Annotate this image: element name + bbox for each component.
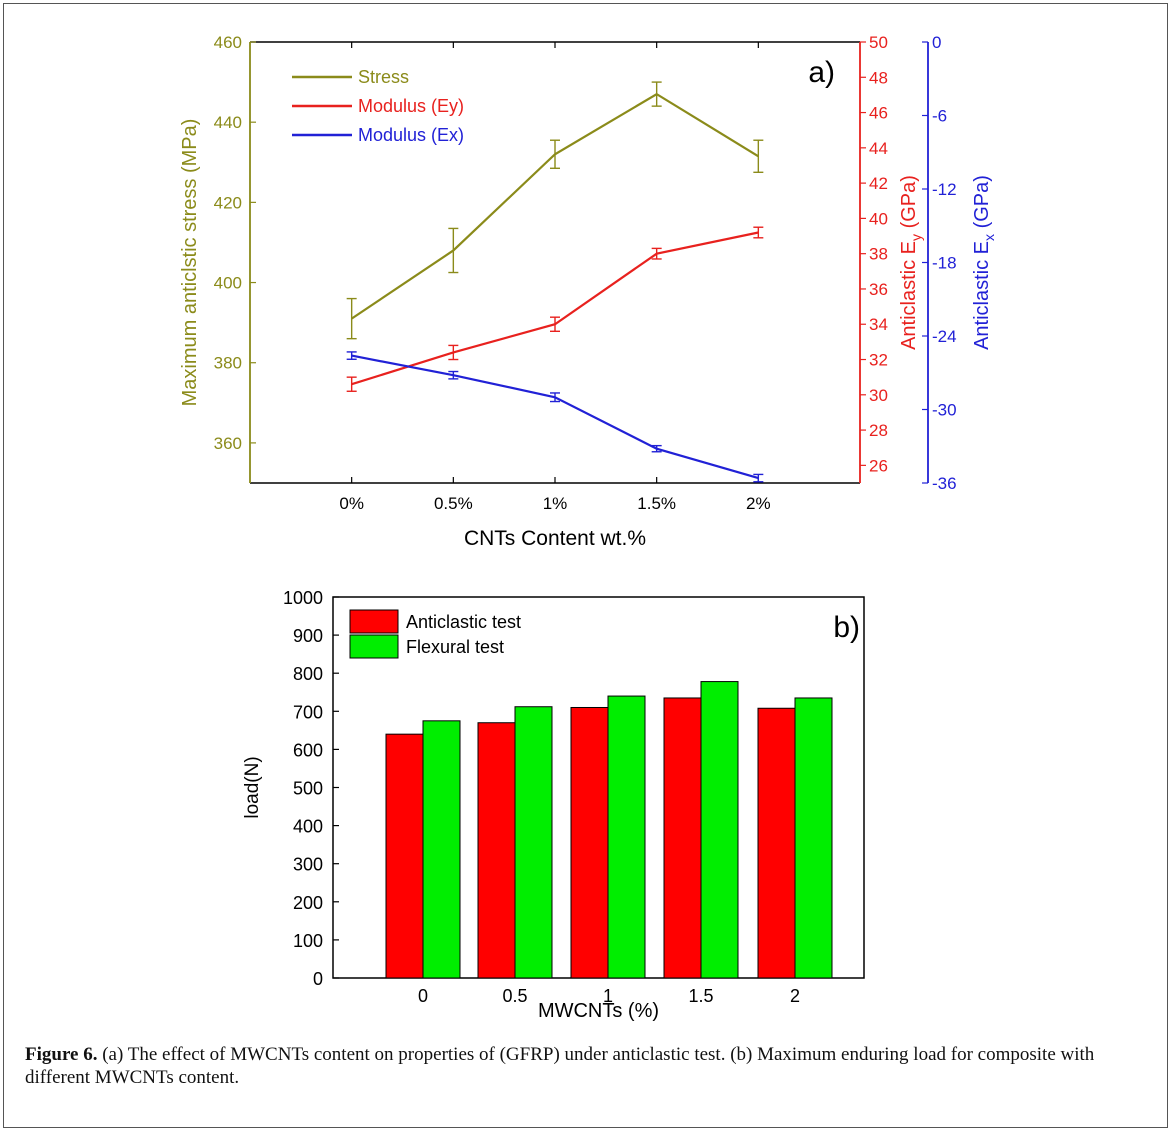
right-tick-label: 28	[869, 421, 888, 440]
legend-label: Modulus (Ex)	[358, 125, 464, 145]
right-tick-label: 42	[869, 174, 888, 193]
right-tick-label: 40	[869, 209, 888, 228]
x-tick-label: 2	[790, 986, 800, 1006]
y-tick-label: 600	[293, 740, 323, 760]
left-axis-title: Maximum anticlstic stress (MPa)	[179, 119, 201, 407]
x-tick-label: 1.5	[688, 986, 713, 1006]
left-tick-label: 440	[214, 113, 242, 132]
second-right-axis-title-sub: x	[981, 234, 997, 241]
bar	[700, 681, 739, 979]
x-tick-label: 2%	[746, 494, 771, 513]
y-tick-label: 1000	[283, 588, 323, 608]
bar	[385, 733, 424, 979]
chart-b: 0 100 200 300 400 500 600 700 800 900 1000 load(N) 0…	[242, 588, 865, 1022]
legend-label: Stress	[358, 67, 409, 87]
left-tick-label: 420	[214, 193, 242, 212]
second-right-tick-label: -6	[932, 107, 947, 126]
x-tick-label: 0.5	[502, 986, 527, 1006]
chart-a: 0% 0.5% 1% 1.5% 2%CNTs Content wt.%360380400…	[179, 33, 997, 550]
y-tick-label: 200	[293, 893, 323, 913]
second-right-tick-label: -24	[932, 327, 957, 346]
y-tick-label: 100	[293, 931, 323, 951]
series-line-1	[351, 231, 759, 386]
bar	[794, 697, 833, 979]
legend-label: Anticlastic test	[406, 612, 521, 632]
y-tick-label: 500	[293, 779, 323, 799]
x-tick-label: 1%	[543, 494, 568, 513]
right-tick-label: 36	[869, 280, 888, 299]
right-tick-label: 38	[869, 245, 888, 264]
bar	[663, 697, 702, 979]
x-tick-label: 1	[603, 986, 613, 1006]
bar	[607, 695, 646, 979]
right-tick-label: 50	[869, 33, 888, 52]
second-right-tick-label: 0	[932, 33, 941, 52]
right-axis-title-tail: (GPa)	[898, 175, 920, 234]
bar	[422, 720, 461, 979]
series-line-2	[351, 354, 759, 480]
figure-frame	[3, 3, 1168, 1128]
right-tick-label: 30	[869, 386, 888, 405]
legend-swatch	[349, 634, 399, 659]
bar	[477, 722, 516, 979]
panel-label: a)	[808, 56, 835, 89]
second-right-tick-label: -12	[932, 180, 957, 199]
right-tick-label: 34	[869, 315, 888, 334]
left-tick-label: 460	[214, 33, 242, 52]
x-tick-label: 1.5%	[637, 494, 676, 513]
second-right-axis-title-main: Anticlastic E	[971, 241, 993, 350]
figure-caption: Figure 6. (a) The effect of MWCNTs conte…	[25, 1043, 1145, 1089]
second-right-tick-label: -18	[932, 254, 957, 273]
left-tick-label: 360	[214, 434, 242, 453]
bar	[570, 706, 609, 979]
y-tick-label: 300	[293, 855, 323, 875]
left-tick-label: 400	[214, 274, 242, 293]
second-right-tick-label: -30	[932, 401, 957, 420]
figure-caption-text: (a) The effect of MWCNTs content on prop…	[25, 1044, 1095, 1088]
x-tick-label: 0.5%	[434, 494, 473, 513]
y-tick-label: 400	[293, 817, 323, 837]
second-right-axis-title-tail: (GPa)	[971, 175, 993, 234]
right-tick-label: 26	[869, 456, 888, 475]
y-tick-label: 0	[313, 969, 323, 989]
right-axis-title-sub: y	[908, 234, 924, 241]
figure-label: Figure 6.	[25, 1044, 98, 1065]
y-tick-label: 900	[293, 626, 323, 646]
x-axis-title: MWCNTs (%)	[538, 1000, 659, 1022]
y-tick-label: 800	[293, 664, 323, 684]
panel-label: b)	[833, 611, 860, 644]
y-tick-label: 700	[293, 702, 323, 722]
legend-swatch	[349, 609, 399, 634]
right-tick-label: 44	[869, 139, 888, 158]
legend-label: Flexural test	[406, 637, 504, 657]
left-tick-label: 380	[214, 354, 242, 373]
bar	[757, 707, 796, 979]
second-right-axis-title: Anticlastic Ex (GPa)	[971, 175, 997, 350]
legend-label: Modulus (Ey)	[358, 96, 464, 116]
y-axis-title: load(N)	[242, 756, 263, 818]
x-tick-label: 0	[418, 986, 428, 1006]
right-axis-title-main: Anticlastic E	[898, 241, 920, 350]
x-axis-title: CNTs Content wt.%	[464, 527, 646, 550]
right-tick-label: 46	[869, 104, 888, 123]
right-axis-title: Anticlastic Ey (GPa)	[898, 175, 924, 350]
second-right-tick-label: -36	[932, 474, 957, 493]
right-tick-label: 48	[869, 68, 888, 87]
bar	[514, 706, 553, 979]
x-tick-label: 0%	[339, 494, 364, 513]
right-tick-label: 32	[869, 351, 888, 370]
